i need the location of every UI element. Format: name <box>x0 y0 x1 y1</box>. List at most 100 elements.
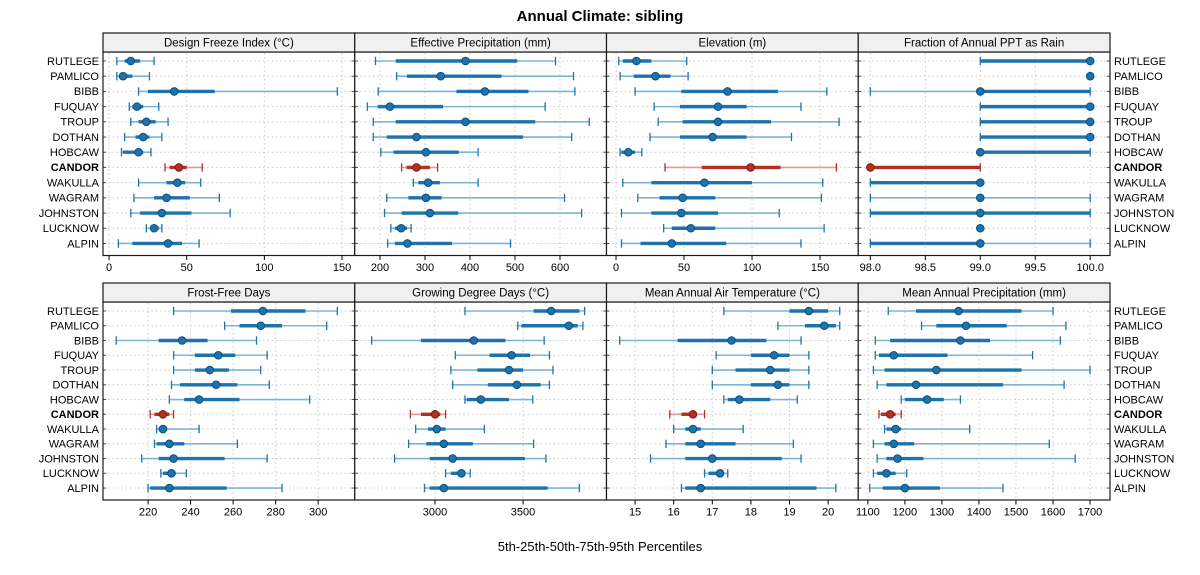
median-dot <box>678 193 687 203</box>
series-johnston <box>383 208 583 218</box>
median-dot <box>900 483 910 493</box>
series-troup <box>172 365 262 375</box>
x-tick-label: 1100 <box>856 507 880 519</box>
median-dot <box>932 365 941 375</box>
x-tick-label: 16 <box>668 507 680 519</box>
x-tick-label: 0 <box>613 262 619 274</box>
series-wagram <box>637 193 823 203</box>
row-label-right-johnston: JOHNSTON <box>1114 208 1174 220</box>
median-dot <box>396 223 406 233</box>
median-dot <box>162 193 171 203</box>
median-dot <box>169 454 178 463</box>
median-dot <box>975 208 985 218</box>
series-pamlico <box>395 71 575 81</box>
row-label-left-rutlege: RUTLEGE <box>47 56 99 68</box>
series-pamlico <box>517 321 584 331</box>
strip-title: Growing Degree Days (°C) <box>412 288 549 300</box>
median-dot <box>866 163 875 172</box>
series-lucknow <box>975 223 985 233</box>
median-dot <box>975 223 985 233</box>
row-label-left-troup: TROUP <box>61 365 100 377</box>
row-label-left-troup: TROUP <box>61 117 100 129</box>
x-tick-label: 19 <box>783 507 795 519</box>
series-hobcaw <box>120 147 152 157</box>
median-dot <box>975 147 985 157</box>
x-tick-label: 240 <box>181 507 199 519</box>
median-dot <box>975 87 985 96</box>
median-dot <box>142 117 151 127</box>
strip-title: Fraction of Annual PPT as Rain <box>904 38 1064 50</box>
panel-background <box>606 52 859 256</box>
series-lucknow <box>160 468 187 478</box>
median-dot <box>713 102 723 111</box>
median-dot <box>975 178 985 187</box>
strip-title: Frost-Free Days <box>187 288 270 300</box>
row-label-left-rutlege: RUTLEGE <box>47 306 99 318</box>
median-dot <box>727 336 736 345</box>
series-hobcaw <box>168 395 311 404</box>
series-wagram <box>133 193 220 203</box>
series-johnston <box>649 454 802 463</box>
row-label-right-alpin: ALPIN <box>1114 238 1146 250</box>
series-bibb <box>371 336 545 345</box>
x-tick-label: 50 <box>181 262 193 274</box>
median-dot <box>504 365 514 375</box>
series-wagram <box>407 439 535 449</box>
series-alpin <box>423 483 581 493</box>
series-bibb <box>115 336 258 345</box>
median-dot <box>423 178 433 187</box>
median-dot <box>961 321 971 331</box>
median-dot <box>707 454 717 463</box>
median-dot <box>469 336 479 345</box>
row-label-right-candor: CANDOR <box>1114 409 1162 421</box>
x-tick-label: 400 <box>461 262 479 274</box>
median-dot <box>425 208 435 218</box>
x-tick-label: 100 <box>743 262 761 274</box>
row-label-left-pamlico: PAMLICO <box>50 321 99 333</box>
row-label-right-troup: TROUP <box>1114 117 1153 129</box>
series-wakulla <box>415 424 485 434</box>
x-tick-label: 150 <box>811 262 829 274</box>
row-label-right-bibb: BIBB <box>1114 335 1139 347</box>
series-johnston <box>869 208 1091 218</box>
row-label-right-hobcaw: HOBCAW <box>1114 394 1164 406</box>
median-dot <box>956 336 965 345</box>
x-tick-label: 99.0 <box>970 262 991 274</box>
panel-design-freeze-index-c: Design Freeze Index (°C) 0 50 100 150 <box>102 32 356 274</box>
median-dot <box>708 132 717 142</box>
row-label-left-wagram: WAGRAM <box>49 193 99 205</box>
series-lucknow <box>444 468 471 478</box>
x-tick-label: 100 <box>255 262 273 274</box>
series-wagram <box>869 193 1091 203</box>
series-rutlege <box>172 306 338 316</box>
series-alpin <box>386 239 512 248</box>
median-dot <box>436 71 446 81</box>
series-dothan <box>711 380 810 390</box>
series-wakulla <box>155 424 200 434</box>
median-dot <box>158 424 168 434</box>
median-dot <box>448 454 457 463</box>
series-candor <box>878 409 902 419</box>
strip-title: Elevation (m) <box>699 38 767 50</box>
series-wakulla <box>869 178 985 187</box>
series-wagram <box>665 439 795 449</box>
panel-mean-annual-air-temperature-c: Mean Annual Air Temperature (°C) 15 16 17 18… <box>605 282 859 519</box>
row-label-left-dothan: DOTHAN <box>53 380 100 392</box>
x-tick-label: 1400 <box>967 507 991 519</box>
panel-background <box>103 52 355 256</box>
median-dot <box>158 409 168 419</box>
series-troup <box>130 117 169 127</box>
row-label-right-fuquay: FUQUAY <box>1114 101 1160 113</box>
x-tick-label: 260 <box>224 507 242 519</box>
strip-title: Design Freeze Index (°C) <box>164 38 294 50</box>
series-hobcaw <box>380 147 479 157</box>
median-dot <box>546 306 556 316</box>
row-label-left-johnston: JOHNSTON <box>39 208 99 220</box>
median-dot <box>765 365 775 375</box>
median-dot <box>1085 102 1095 111</box>
median-dot <box>911 380 921 390</box>
series-hobcaw <box>619 147 643 157</box>
strip-header <box>857 282 1111 303</box>
row-label-left-wakulla: WAKULLA <box>47 177 100 189</box>
median-dot <box>421 193 431 203</box>
